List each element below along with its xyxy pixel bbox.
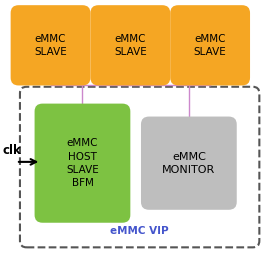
FancyBboxPatch shape [170, 5, 250, 85]
Text: eMMC VIP: eMMC VIP [110, 226, 169, 236]
FancyBboxPatch shape [20, 87, 259, 247]
FancyBboxPatch shape [141, 117, 237, 210]
Text: eMMC
SLAVE: eMMC SLAVE [34, 34, 67, 57]
Text: eMMC
SLAVE: eMMC SLAVE [114, 34, 147, 57]
FancyBboxPatch shape [35, 104, 130, 223]
FancyBboxPatch shape [11, 5, 90, 85]
FancyBboxPatch shape [90, 5, 170, 85]
Text: eMMC
HOST
SLAVE
BFM: eMMC HOST SLAVE BFM [66, 138, 99, 188]
Text: eMMC
MONITOR: eMMC MONITOR [162, 152, 215, 175]
Text: eMMC
SLAVE: eMMC SLAVE [194, 34, 227, 57]
Text: clk: clk [3, 144, 21, 157]
